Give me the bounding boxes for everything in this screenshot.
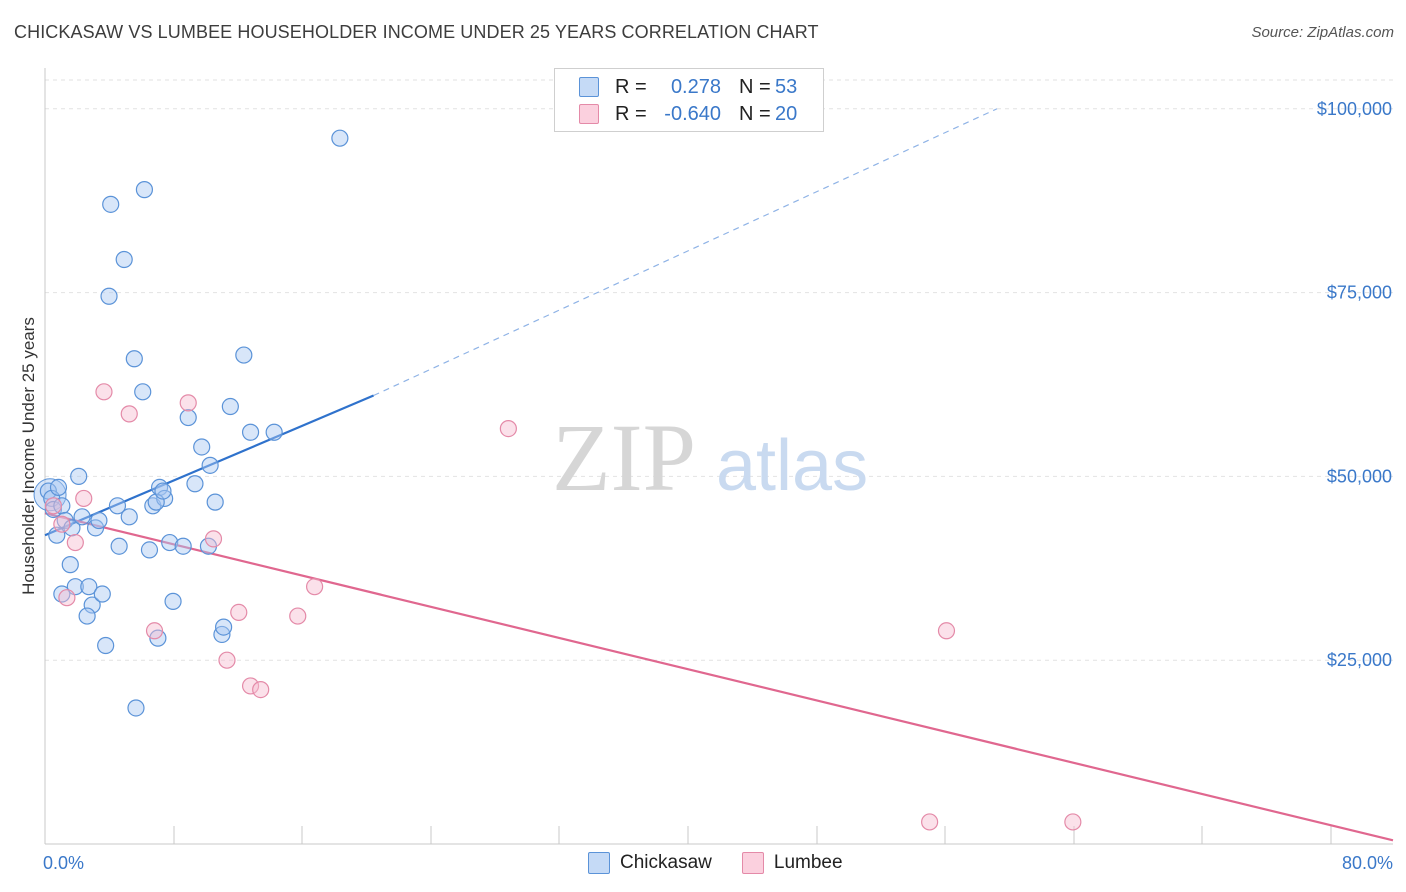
y-tick-labels: $25,000 $50,000 $75,000 $100,000 [1317, 99, 1392, 670]
chickasaw-point [186, 475, 204, 493]
lumbee-point [53, 515, 71, 533]
n-value: 20 [775, 102, 798, 125]
lumbee-swatch [741, 852, 764, 874]
chickasaw-point [83, 596, 101, 614]
gridlines [45, 79, 1393, 661]
chickasaw-point [93, 585, 111, 603]
data-points [33, 129, 1082, 831]
y-tick-label: $25,000 [1327, 650, 1392, 670]
legend-label: Chickasaw [620, 852, 712, 873]
y-axis-title: Householder Income Under 25 years [19, 317, 38, 595]
r-label: R = [615, 102, 647, 125]
chickasaw-swatch [579, 77, 599, 97]
correlation-legend: R = 0.278 N = 53 R = -0.640 N = 20 [554, 68, 824, 132]
chickasaw-point [201, 456, 219, 474]
chickasaw-point [78, 607, 96, 625]
chickasaw-point [70, 467, 88, 485]
x-tick-label: 80.0% [1342, 853, 1393, 873]
lumbee-point [145, 622, 164, 640]
chickasaw-point [61, 556, 79, 574]
y-tick-label: $100,000 [1317, 99, 1392, 119]
lumbee-point [44, 497, 63, 515]
chickasaw-point [73, 508, 91, 526]
lumbee-point [1064, 813, 1082, 831]
lumbee-point [179, 394, 197, 412]
legend-row-chickasaw: R = 0.278 N = 53 [579, 73, 797, 101]
chickasaw-point [164, 592, 182, 610]
lumbee-point [95, 383, 113, 401]
chickasaw-point [48, 526, 66, 544]
chickasaw-point [193, 438, 211, 456]
chickasaw-point [174, 537, 192, 555]
chickasaw-point [235, 346, 253, 364]
chickasaw-point [115, 250, 133, 269]
chickasaw-point [108, 497, 127, 515]
chickasaw-point [49, 478, 68, 497]
chickasaw-point [179, 408, 197, 427]
chickasaw-point [90, 511, 108, 530]
legend-item-chickasaw: Chickasaw [588, 852, 712, 874]
chickasaw-point [331, 129, 349, 147]
chart-title: CHICKASAW VS LUMBEE HOUSEHOLDER INCOME U… [14, 22, 819, 42]
chickasaw-swatch [588, 852, 610, 874]
chickasaw-point [154, 482, 172, 500]
chickasaw-point [206, 493, 224, 511]
lumbee-point [230, 603, 248, 622]
chickasaw-point [80, 578, 98, 596]
chickasaw-point [100, 287, 118, 305]
lumbee-point [289, 607, 307, 625]
r-label: R = [615, 75, 647, 98]
lumbee-point [241, 677, 260, 695]
trend-lines [44, 108, 1394, 842]
chickasaw-point [135, 181, 154, 199]
watermark-atlas: atlas [716, 426, 868, 506]
lumbee-swatch [579, 104, 599, 124]
source-label: Source: ZipAtlas.com [1251, 24, 1394, 41]
x-tick-labels: 0.0% 80.0% [43, 853, 1393, 873]
lumbee-point [66, 533, 84, 552]
lumbee-point [75, 489, 93, 508]
legend-label: Lumbee [773, 852, 843, 873]
chickasaw-point [134, 383, 152, 401]
lumbee-point [58, 589, 76, 607]
chickasaw-point [110, 537, 128, 555]
lumbee-point [218, 651, 236, 669]
lumbee-point [306, 578, 324, 596]
lumbee-point [921, 813, 939, 831]
chickasaw-point [241, 423, 260, 441]
chickasaw-point [102, 195, 120, 213]
x-tick-label: 0.0% [43, 853, 84, 873]
chickasaw-point [140, 541, 159, 559]
n-label: N = [739, 75, 771, 98]
chickasaw-point [265, 423, 283, 441]
chickasaw-point [44, 500, 63, 519]
y-tick-label: $50,000 [1327, 466, 1392, 486]
lumbee-point [499, 419, 517, 438]
chickasaw-point [125, 350, 143, 368]
y-tick-label: $75,000 [1327, 283, 1392, 303]
lumbee-point [937, 622, 956, 640]
chickasaw-trend-extension [373, 108, 998, 397]
chickasaw-point [120, 508, 138, 526]
lumbee-trend-line [44, 512, 1394, 842]
chickasaw-point [127, 699, 145, 717]
n-value: 53 [775, 75, 798, 98]
legend-row-lumbee: R = -0.640 N = 20 [579, 100, 797, 128]
legend-item-lumbee: Lumbee [741, 852, 843, 874]
lumbee-point [252, 680, 270, 699]
lumbee-point [120, 405, 138, 423]
n-label: N = [739, 102, 771, 125]
watermark-zip: ZIP [552, 404, 696, 511]
axes [44, 68, 1393, 845]
chickasaw-point [215, 618, 233, 636]
series-legend: Chickasaw Lumbee [588, 852, 873, 874]
chickasaw-trend-line [44, 394, 375, 537]
chickasaw-point [97, 636, 115, 655]
chickasaw-point [161, 533, 179, 552]
r-value: -0.640 [664, 102, 721, 125]
lumbee-point [204, 530, 223, 548]
chickasaw-point [221, 397, 239, 416]
r-value: 0.278 [670, 75, 721, 98]
